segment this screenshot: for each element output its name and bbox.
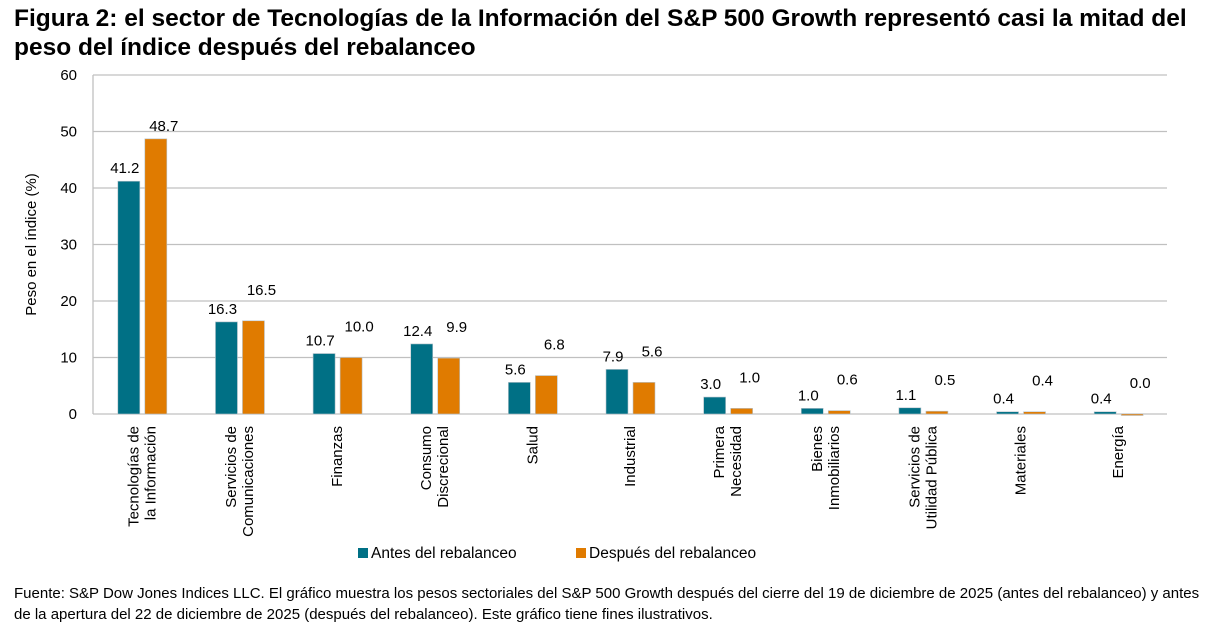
data-label: 0.6 [837, 372, 858, 389]
y-tick-label: 10 [60, 350, 77, 367]
x-tick-label: Salud [524, 426, 541, 464]
bar [144, 138, 168, 415]
bar-chart: 0 10 20 30 40 50 60 Peso en el índice (%) 41.2 48… [23, 67, 1167, 562]
data-label: 0.4 [993, 391, 1014, 408]
data-label: 1.1 [895, 387, 916, 404]
bar [339, 357, 363, 415]
bar [215, 321, 238, 415]
x-tick-label: ConsumoDiscrecional [418, 426, 452, 508]
bar [1023, 411, 1046, 415]
bar [703, 396, 726, 415]
data-label: 10.0 [344, 319, 373, 336]
bar [605, 369, 629, 415]
bar [827, 410, 851, 415]
data-label: 0.4 [1032, 373, 1053, 390]
x-tick-label: Servicios deUtilidad Pública [906, 425, 940, 529]
x-tick-label: BienesInmobiliarios [809, 426, 843, 510]
data-label: 16.3 [208, 301, 237, 318]
data-label: 10.7 [305, 333, 334, 350]
x-tick-label: Energía [1110, 425, 1127, 478]
bar [312, 353, 336, 415]
bar [996, 411, 1019, 415]
bar [632, 382, 656, 415]
bar [242, 320, 265, 415]
y-tick-label: 0 [69, 406, 77, 423]
data-label: 9.9 [446, 319, 467, 336]
legend-label: Después del rebalanceo [589, 545, 756, 562]
bar [898, 407, 922, 415]
data-label: 1.0 [739, 369, 760, 386]
data-label: 12.4 [403, 323, 432, 340]
data-label: 3.0 [700, 376, 721, 393]
x-tick-label: Industrial [622, 426, 639, 487]
data-label: 41.2 [110, 160, 139, 177]
legend-swatch [358, 548, 368, 558]
bar [1120, 413, 1144, 416]
data-label: 0.4 [1091, 391, 1112, 408]
data-label: 0.5 [934, 372, 955, 389]
y-tick-label: 20 [60, 293, 77, 310]
x-tick-label: Tecnologías dela Información [125, 426, 159, 527]
y-tick-label: 50 [60, 124, 77, 141]
bar [117, 180, 141, 415]
data-label: 6.8 [544, 337, 565, 354]
legend-swatch [576, 548, 586, 558]
data-label: 7.9 [603, 348, 624, 365]
data-label: 0.0 [1130, 375, 1151, 392]
footnote: Fuente: S&P Dow Jones Indices LLC. El gr… [14, 585, 1200, 623]
x-tick-label: Finanzas [329, 426, 346, 487]
y-tick-label: 30 [60, 237, 77, 254]
bar [925, 410, 949, 415]
y-tick-label: 40 [60, 180, 77, 197]
legend-label: Antes del rebalanceo [371, 545, 517, 562]
data-label: 5.6 [505, 361, 526, 378]
bar [730, 408, 753, 415]
y-tick-label: 60 [60, 67, 77, 84]
data-label: 48.7 [149, 118, 178, 135]
y-axis-label: Peso en el índice (%) [23, 173, 40, 316]
data-label: 5.6 [642, 343, 663, 360]
bar [437, 357, 461, 415]
bar [800, 408, 824, 415]
bar [1093, 411, 1117, 415]
chart-title: Figura 2: el sector de Tecnologías de la… [14, 5, 1187, 61]
bar [508, 382, 531, 415]
x-tick-label: PrimeraNecesidad [711, 425, 745, 497]
x-tick-label: Servicios deComunicaciones [223, 426, 257, 537]
data-label: 16.5 [247, 282, 276, 299]
bar [535, 375, 558, 415]
data-label: 1.0 [798, 387, 819, 404]
bar [410, 343, 434, 415]
x-tick-label: Materiales [1013, 426, 1030, 495]
